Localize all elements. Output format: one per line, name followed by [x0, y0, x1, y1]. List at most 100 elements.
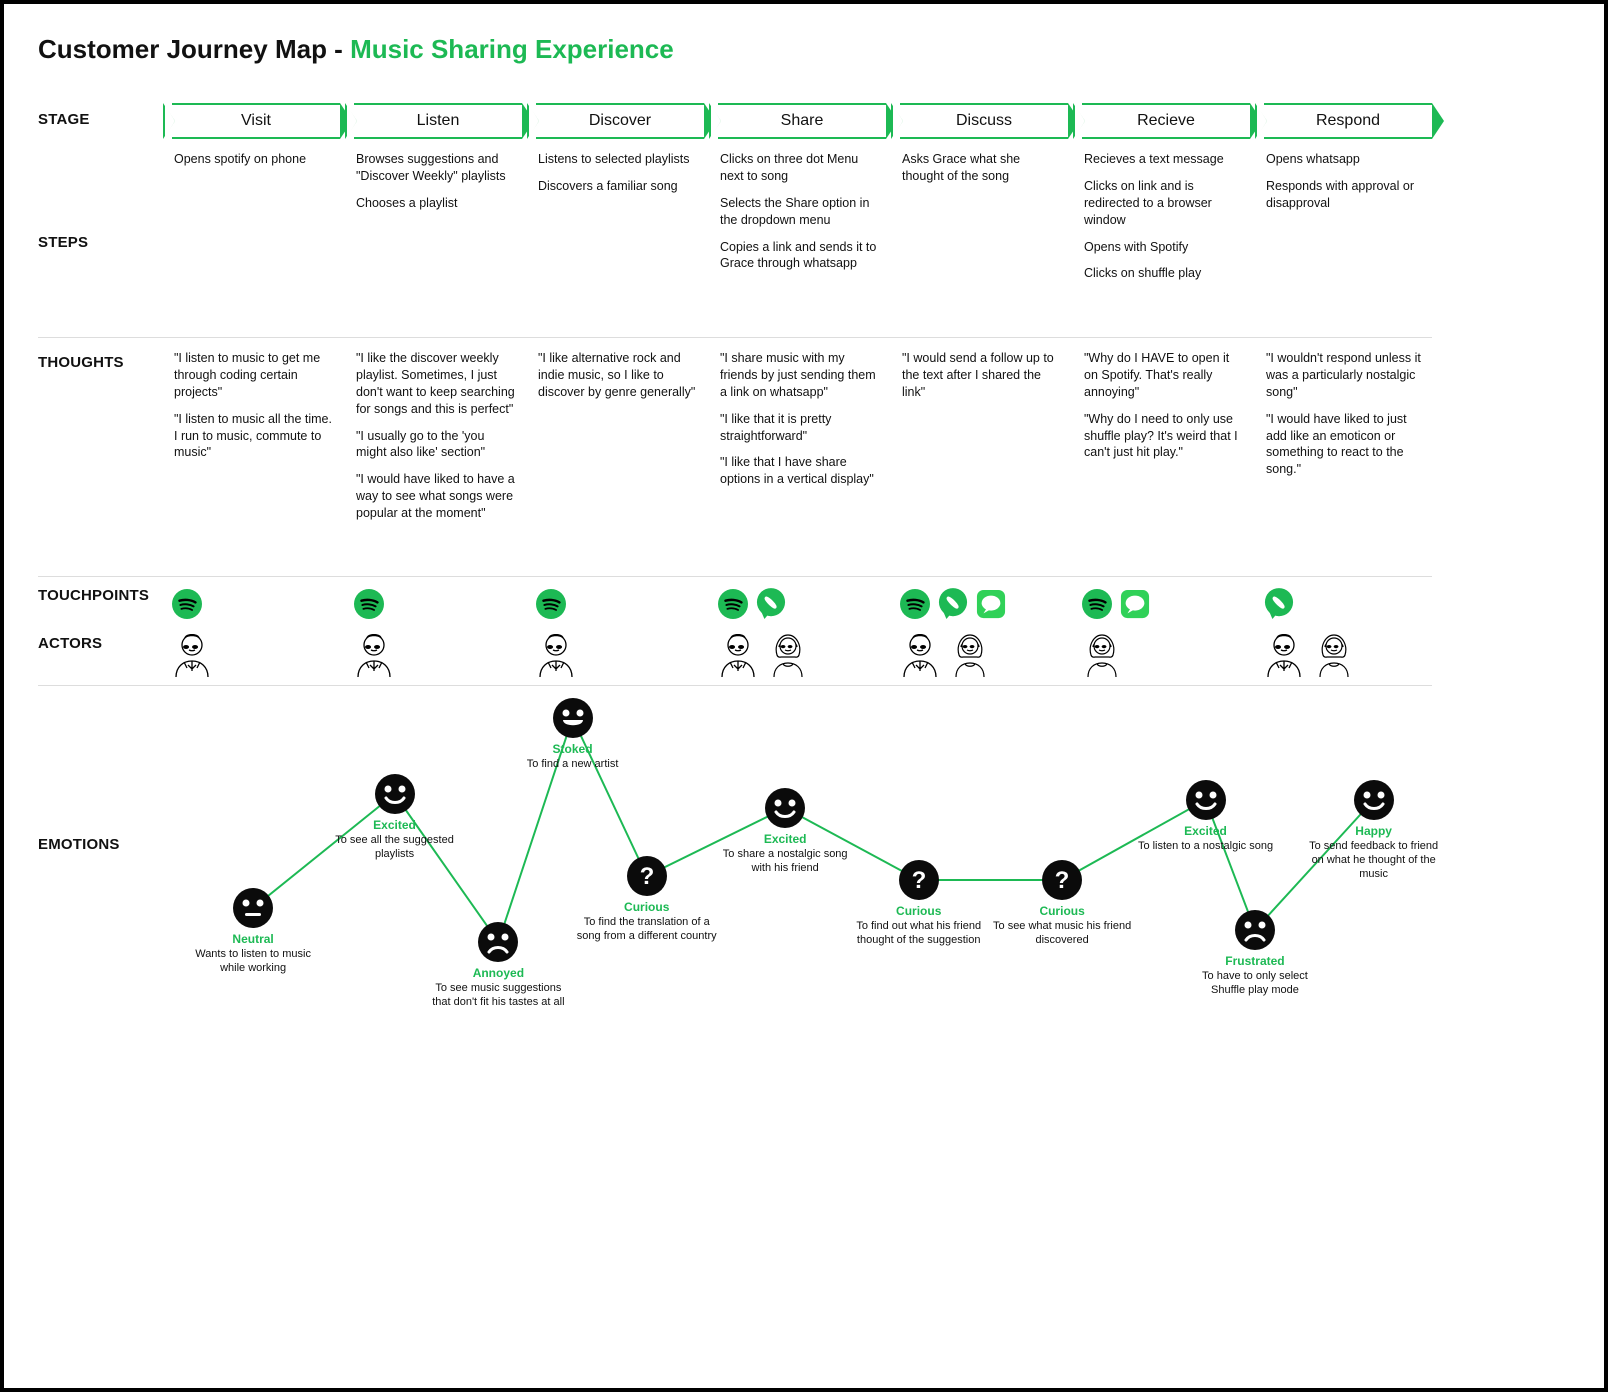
- cell: "I wouldn't respond unless it was a part…: [1264, 342, 1432, 572]
- cell-text: "I like the discover weekly playlist. So…: [356, 350, 518, 418]
- emotion-node: Excited To listen to a nostalgic song: [1136, 780, 1276, 854]
- touchpoint-cell: [354, 581, 522, 627]
- woman-icon: [950, 631, 990, 677]
- frown-face-icon: [1235, 910, 1275, 950]
- cell: Opens whatsappResponds with approval or …: [1264, 143, 1432, 333]
- cell-text: "I wouldn't respond unless it was a part…: [1266, 350, 1428, 401]
- cell-text: Responds with approval or disapproval: [1266, 178, 1428, 212]
- touchpoint-cell: [172, 581, 340, 627]
- cell: Browses suggestions and "Discover Weekly…: [354, 143, 522, 333]
- spotify-icon: [900, 589, 930, 619]
- svg-text:?: ?: [1055, 867, 1070, 894]
- man-icon: [172, 631, 212, 677]
- emotion-title: Annoyed: [428, 966, 568, 980]
- stage-chevron: Respond: [1264, 103, 1432, 139]
- man-icon: [718, 631, 758, 677]
- stage-chevron: Discuss: [900, 103, 1068, 139]
- woman-icon: [768, 631, 808, 677]
- journey-map: Customer Journey Map - Music Sharing Exp…: [0, 0, 1608, 1392]
- label-thoughts: THOUGHTS: [38, 342, 158, 572]
- grin-face-icon: [553, 698, 593, 738]
- emotion-desc: To listen to a nostalgic song: [1136, 840, 1276, 854]
- smile-face-icon: [375, 774, 415, 814]
- cell-text: Browses suggestions and "Discover Weekly…: [356, 151, 518, 185]
- man-icon: [900, 631, 940, 677]
- cell-text: Copies a link and sends it to Grace thro…: [720, 239, 882, 273]
- emotion-title: Excited: [325, 818, 465, 832]
- stage-chevron: Discover: [536, 103, 704, 139]
- actor-cell: [172, 627, 340, 681]
- actor-cell: [1264, 627, 1432, 681]
- woman-icon: [1082, 631, 1122, 677]
- stage-chevron: Recieve: [1082, 103, 1250, 139]
- question-face-icon: ?: [899, 860, 939, 900]
- emotion-desc: To see music suggestions that don't fit …: [428, 982, 568, 1010]
- divider: [38, 576, 1432, 577]
- cell-text: Clicks on shuffle play: [1084, 265, 1246, 282]
- stage-chevron: Listen: [354, 103, 522, 139]
- emotion-node: Annoyed To see music suggestions that do…: [428, 922, 568, 1010]
- emotion-node: Excited To see all the suggested playlis…: [325, 774, 465, 862]
- emotion-title: Neutral: [183, 932, 323, 946]
- woman-icon: [1314, 631, 1354, 677]
- cell-text: Recieves a text message: [1084, 151, 1246, 168]
- actor-cell: [1082, 627, 1250, 681]
- cell-text: "Why do I need to only use shuffle play?…: [1084, 411, 1246, 462]
- emotion-node: Happy To send feedback to friend on what…: [1304, 780, 1444, 881]
- cell-text: "I like alternative rock and indie music…: [538, 350, 700, 401]
- stage-label: Recieve: [1137, 112, 1195, 130]
- cell-text: Opens with Spotify: [1084, 239, 1246, 256]
- cell-text: "I would send a follow up to the text af…: [902, 350, 1064, 401]
- cell-text: Listens to selected playlists: [538, 151, 700, 168]
- emotion-title: Excited: [715, 832, 855, 846]
- cell-text: Discovers a familiar song: [538, 178, 700, 195]
- cell-text: "I would have liked to have a way to see…: [356, 471, 518, 522]
- emotion-title: Stoked: [503, 742, 643, 756]
- question-face-icon: ?: [1042, 860, 1082, 900]
- emotion-node: ? Curious To find the translation of a s…: [577, 856, 717, 944]
- title-prefix: Customer Journey Map -: [38, 34, 350, 64]
- cell-text: Selects the Share option in the dropdown…: [720, 195, 882, 229]
- whatsapp-icon: [1264, 587, 1294, 621]
- touchpoint-cell: [900, 581, 1068, 627]
- emotion-node: Stoked To find a new artist: [503, 698, 643, 772]
- divider: [38, 337, 1432, 338]
- emotion-node: ? Curious To find out what his friend th…: [849, 860, 989, 948]
- spotify-icon: [718, 589, 748, 619]
- emotions-chart: Neutral Wants to listen to music while w…: [172, 690, 1432, 990]
- smile-face-icon: [1354, 780, 1394, 820]
- emotion-desc: To share a nostalgic song with his frien…: [715, 848, 855, 876]
- whatsapp-icon: [756, 587, 786, 621]
- man-icon: [1264, 631, 1304, 677]
- emotion-title: Curious: [992, 904, 1132, 918]
- cell-text: "Why do I HAVE to open it on Spotify. Th…: [1084, 350, 1246, 401]
- emotion-desc: To send feedback to friend on what he th…: [1304, 840, 1444, 881]
- emotion-desc: To see what music his friend discovered: [992, 920, 1132, 948]
- touchpoint-cell: [1264, 581, 1432, 627]
- cell: "I listen to music to get me through cod…: [172, 342, 340, 572]
- emotion-desc: To have to only select Shuffle play mode: [1185, 970, 1325, 998]
- emotion-title: Excited: [1136, 824, 1276, 838]
- cell: "I like alternative rock and indie music…: [536, 342, 704, 572]
- label-actors: ACTORS: [38, 627, 158, 681]
- title-accent: Music Sharing Experience: [350, 34, 674, 64]
- touchpoint-cell: [718, 581, 886, 627]
- stage-label: Share: [781, 112, 824, 130]
- man-icon: [354, 631, 394, 677]
- emotion-desc: To find the translation of a song from a…: [577, 916, 717, 944]
- touchpoint-cell: [536, 581, 704, 627]
- cell: "I would send a follow up to the text af…: [900, 342, 1068, 572]
- emotion-desc: Wants to listen to music while working: [183, 948, 323, 976]
- actor-cell: [354, 627, 522, 681]
- stage-label: Listen: [417, 112, 460, 130]
- emotion-title: Curious: [577, 900, 717, 914]
- spotify-icon: [1082, 589, 1112, 619]
- cell-text: "I like that I have share options in a v…: [720, 454, 882, 488]
- stage-label: Respond: [1316, 112, 1380, 130]
- cell-text: Opens spotify on phone: [174, 151, 336, 168]
- cell: Asks Grace what she thought of the song: [900, 143, 1068, 333]
- svg-text:?: ?: [639, 863, 654, 890]
- cell: Opens spotify on phone: [172, 143, 340, 333]
- emotion-desc: To see all the suggested playlists: [325, 834, 465, 862]
- frown-face-icon: [478, 922, 518, 962]
